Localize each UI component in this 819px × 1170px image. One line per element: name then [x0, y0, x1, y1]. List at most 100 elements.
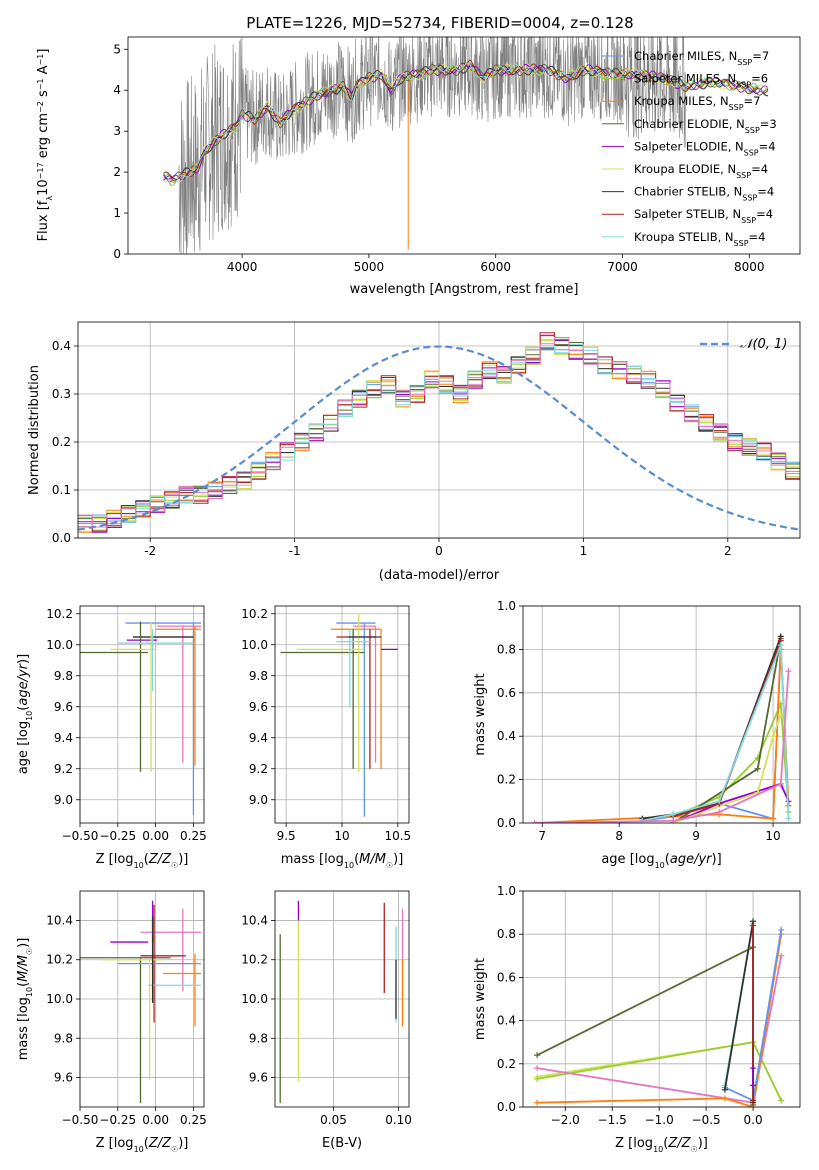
plot-area — [78, 332, 800, 533]
label-part: −2 — [36, 101, 45, 113]
weight-marker — [670, 811, 677, 818]
label-part: λ — [45, 196, 54, 201]
label-part: ( — [144, 1136, 149, 1151]
y-tick-label: 9.4 — [54, 731, 73, 745]
panels: 4000 5000 6000 7000 8000 0 1 2 3 4 5 Chabrier MILES… — [16, 36, 801, 1154]
plot-area — [279, 900, 404, 1104]
weight-marker — [750, 1065, 757, 1072]
axes-frame — [274, 890, 410, 1108]
label-part: )] — [698, 1136, 708, 1151]
weight-marker — [750, 1097, 757, 1104]
y-tick-label: 10.2 — [46, 953, 73, 967]
weight-marker — [770, 733, 777, 740]
label-part: M/M — [16, 955, 31, 982]
label-part: Kroupa MILES, N — [634, 94, 729, 108]
gaussian-reference-line — [78, 345, 800, 531]
axes-frame — [77, 321, 801, 539]
weight-marker — [534, 1075, 541, 1082]
label-part: ] — [36, 49, 51, 54]
weight-marker — [777, 711, 784, 718]
label-part: SSP — [737, 58, 752, 67]
label-part: M/M — [359, 852, 386, 867]
label-part: =4 — [759, 139, 776, 153]
x-tick-label: 4000 — [227, 260, 258, 274]
x-tick-label: 9 — [692, 829, 700, 843]
y-axis-label: Normed distribution — [27, 365, 42, 495]
y-tick-label: 0.4 — [497, 729, 516, 743]
x-axis-label: (data-model)/error — [379, 568, 500, 583]
weight-line — [534, 671, 790, 823]
y-tick-label: 0.0 — [52, 531, 71, 545]
label-part: Z [log — [615, 1136, 653, 1151]
label-part: =4 — [749, 230, 766, 244]
x-axis-label: Z [log10(Z/Z☉)] — [96, 852, 189, 870]
x-tick-label: 7000 — [607, 260, 638, 274]
y-tick-label: 0.2 — [52, 435, 71, 449]
y-tick-label: 1.0 — [497, 884, 516, 898]
label-part: ( — [144, 852, 149, 867]
y-tick-label: 9.6 — [249, 1071, 268, 1085]
label-part: ( — [663, 1136, 668, 1151]
x-tick-label: 0.00 — [142, 829, 169, 843]
label-part: =4 — [756, 207, 773, 221]
y-tick-label: 9.4 — [249, 731, 268, 745]
y-tick-label: 10.0 — [46, 638, 73, 652]
legend-label: 𝒩(0, 1) — [740, 337, 787, 352]
histogram-step — [78, 337, 800, 528]
figure-title: PLATE=1226, MJD=52734, FIBERID=0004, z=0… — [246, 14, 633, 32]
x-tick-label: 10 — [765, 829, 780, 843]
y-tick-label: 0.3 — [52, 387, 71, 401]
label-part: ☉ — [25, 948, 34, 955]
weight-line — [672, 714, 782, 823]
label-part: mass [log — [281, 852, 344, 867]
label-part: age [log — [16, 721, 31, 774]
y-tick-label: 10.4 — [241, 913, 268, 927]
y-tick-label: 3 — [113, 124, 121, 138]
label-part: 10 — [653, 1145, 663, 1154]
y-tick-label: 0.6 — [497, 970, 516, 984]
y-tick-label: 0.0 — [497, 1100, 516, 1114]
y-tick-label: 1.0 — [497, 599, 516, 613]
x-tick-label: −0.25 — [99, 829, 136, 843]
legend-label: Chabrier MILES, NSSP=7 — [634, 49, 769, 67]
y-tick-label: 9.0 — [54, 793, 73, 807]
x-tick-label: 0.25 — [180, 1113, 207, 1127]
label-part: 10 — [134, 1145, 144, 1154]
label-part: SSP — [729, 103, 744, 112]
panel-mass_vs_Z: −0.50 −0.25 0.00 0.25 9.6 9.8 10.0 10.2 10.4 Z [l… — [16, 890, 207, 1154]
weight-marker — [778, 926, 785, 933]
label-part: age/yr — [670, 852, 713, 867]
y-tick-label: 9.8 — [54, 669, 73, 683]
weight-line — [536, 945, 754, 1105]
label-part: Chabrier MILES, N — [634, 49, 737, 63]
x-tick-label: −2.0 — [551, 1113, 580, 1127]
label-part: Salpeter MILES, N — [634, 72, 736, 86]
x-tick-label: −1.5 — [598, 1113, 627, 1127]
x-tick-label: 6000 — [480, 260, 511, 274]
legend-label: Chabrier ELODIE, NSSP=3 — [634, 117, 777, 135]
y-axis-label: mass weight — [473, 958, 488, 1040]
weight-marker — [770, 815, 777, 822]
y-tick-label: 0.0 — [497, 816, 516, 830]
x-tick-label: −0.25 — [99, 1113, 136, 1127]
x-tick-label: 10.5 — [384, 829, 411, 843]
x-tick-label: 2 — [724, 544, 732, 558]
label-part: 10 — [25, 987, 34, 997]
label-part: )] — [712, 852, 722, 867]
weight-marker — [721, 1095, 728, 1102]
y-tick-label: 5 — [113, 42, 121, 56]
weight-marker — [716, 798, 723, 805]
legend-label: Chabrier STELIB, NSSP=4 — [634, 185, 774, 203]
label-part: ☉ — [171, 1145, 178, 1154]
label-part: =4 — [757, 185, 774, 199]
label-part: SSP — [741, 216, 756, 225]
y-tick-label: 4 — [113, 83, 121, 97]
label-part: )] — [16, 938, 31, 948]
model-spectrum-line — [163, 62, 769, 187]
label-part: Z/Z — [148, 1136, 172, 1151]
y-tick-label: 9.8 — [249, 669, 268, 683]
label-part: Chabrier STELIB, N — [634, 185, 742, 199]
label-part: =3 — [760, 117, 777, 131]
